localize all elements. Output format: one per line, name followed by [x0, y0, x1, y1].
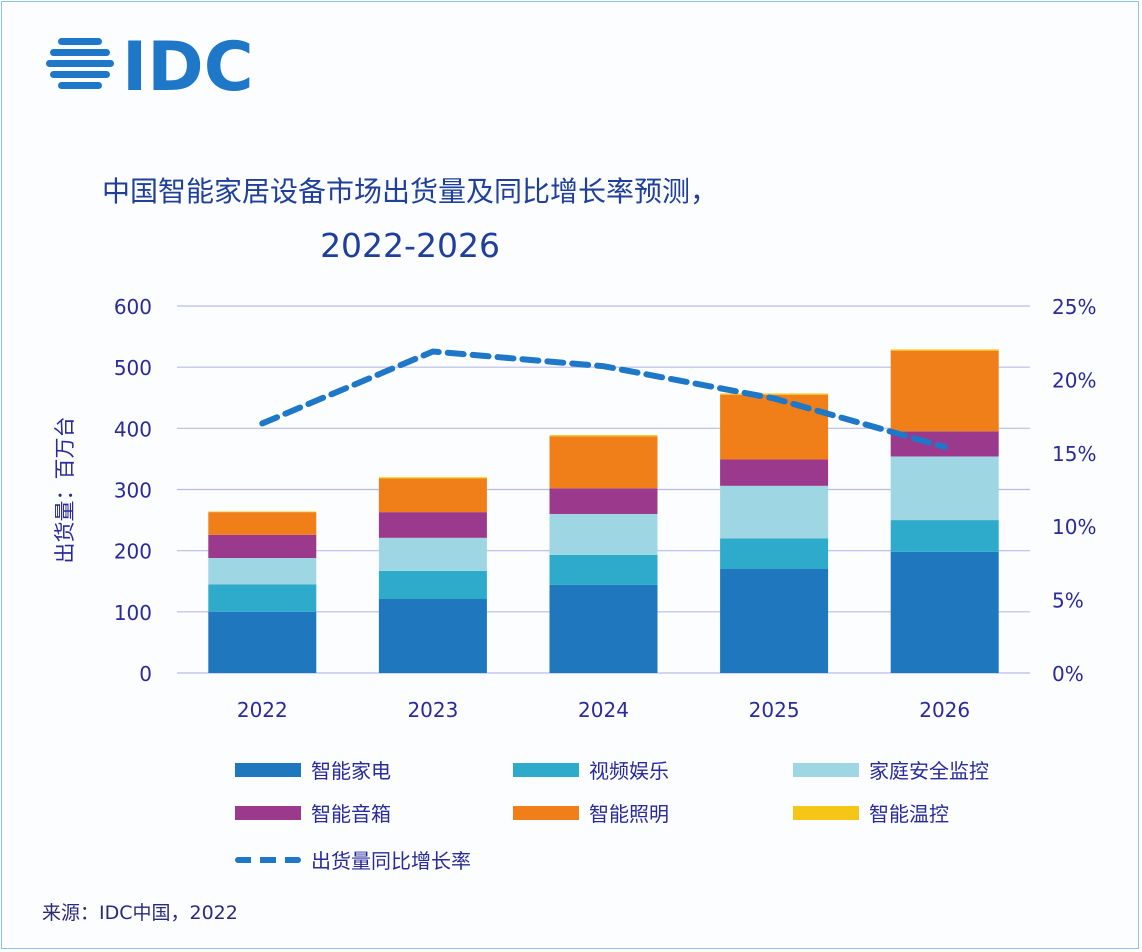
- legend-swatch: [793, 762, 859, 777]
- legend-item-2: 家庭安全监控: [793, 755, 989, 784]
- bar-segment: [549, 513, 658, 555]
- bar-segment: [208, 534, 317, 559]
- bar-segment: [378, 477, 487, 479]
- bar-segment: [720, 538, 829, 570]
- legend-label: 视频娱乐: [589, 759, 669, 783]
- bar-segment: [549, 584, 658, 673]
- x-tick-label: 2026: [919, 698, 970, 722]
- legend-item-line: 出货量同比增长率: [235, 845, 471, 874]
- legend-label: 家庭安全监控: [869, 759, 989, 783]
- legend-item-5: 智能温控: [793, 798, 949, 827]
- bar-segment: [378, 537, 487, 571]
- bar-segment: [208, 584, 317, 612]
- y-tick-label: 200: [114, 540, 152, 564]
- y2-tick-label: 0%: [1052, 662, 1084, 686]
- y2-tick-label: 5%: [1052, 589, 1084, 613]
- x-tick-label: 2025: [749, 698, 800, 722]
- bar-segment: [890, 456, 999, 521]
- legend-item-1: 视频娱乐: [513, 755, 669, 784]
- bar-segment: [378, 478, 487, 513]
- bar-segment: [549, 488, 658, 514]
- legend-label: 智能家电: [311, 759, 391, 783]
- x-tick-label: 2022: [237, 698, 288, 722]
- logo-text: IDC: [122, 30, 254, 100]
- y2-tick-label: 25%: [1052, 295, 1096, 319]
- legend-swatch: [513, 762, 579, 777]
- y-tick-label: 500: [114, 356, 152, 380]
- legend-item-3: 智能音箱: [235, 798, 391, 827]
- legend-label: 出货量同比增长率: [311, 849, 471, 873]
- x-tick-label: 2023: [407, 698, 458, 722]
- bar-segment: [208, 511, 317, 513]
- legend-item-0: 智能家电: [235, 755, 391, 784]
- y-tick-label: 100: [114, 601, 152, 625]
- source-note: 来源：IDC中国，2022: [42, 902, 238, 924]
- bar-segment: [549, 554, 658, 585]
- bar-segment: [890, 551, 999, 673]
- chart-plot: 0 100 200 300 400 500 600 0% 5% 10% 15% 20% 25% 2022 2…: [114, 295, 1097, 722]
- bar-segment: [890, 350, 999, 432]
- legend-label: 智能温控: [869, 802, 949, 826]
- bar-segment: [549, 436, 658, 489]
- bar-segment: [720, 569, 829, 673]
- legend-swatch: [235, 805, 301, 820]
- y-tick-label: 0: [139, 662, 152, 686]
- bar-segment: [890, 520, 999, 552]
- y2-tick-label: 10%: [1052, 515, 1096, 539]
- bar-segment: [720, 393, 829, 395]
- y2-tick-label: 15%: [1052, 442, 1096, 466]
- growth-rate-line: [259, 348, 948, 450]
- bar-segment: [378, 512, 487, 538]
- bar-segment: [549, 435, 658, 437]
- bar-segment: [208, 512, 317, 535]
- bar-segment: [208, 558, 317, 585]
- bar-segment: [720, 459, 829, 486]
- bar-segment: [378, 570, 487, 599]
- legend-label: 智能照明: [589, 802, 669, 826]
- legend-swatch: [513, 805, 579, 820]
- bar-segment: [720, 394, 829, 460]
- idc-logo: IDC: [46, 30, 254, 100]
- legend-swatch: [793, 805, 859, 820]
- bar-segment: [378, 598, 487, 673]
- bar-segment: [208, 611, 317, 673]
- legend-label: 智能音箱: [311, 802, 391, 826]
- legend-item-4: 智能照明: [513, 798, 669, 827]
- y-tick-label: 300: [114, 479, 152, 503]
- bar-segment: [720, 485, 829, 539]
- chart-title-line2: 2022-2026: [320, 226, 500, 265]
- bar-segment: [890, 349, 999, 351]
- x-tick-label: 2024: [578, 698, 629, 722]
- chart-title-line1: 中国智能家居设备市场出货量及同比增长率预测，: [101, 175, 718, 208]
- legend-swatch: [235, 762, 301, 777]
- legend-dash-swatch: [235, 856, 301, 863]
- y-tick-label: 400: [114, 417, 152, 441]
- y-tick-label: 600: [114, 295, 152, 319]
- y2-tick-label: 20%: [1052, 368, 1096, 392]
